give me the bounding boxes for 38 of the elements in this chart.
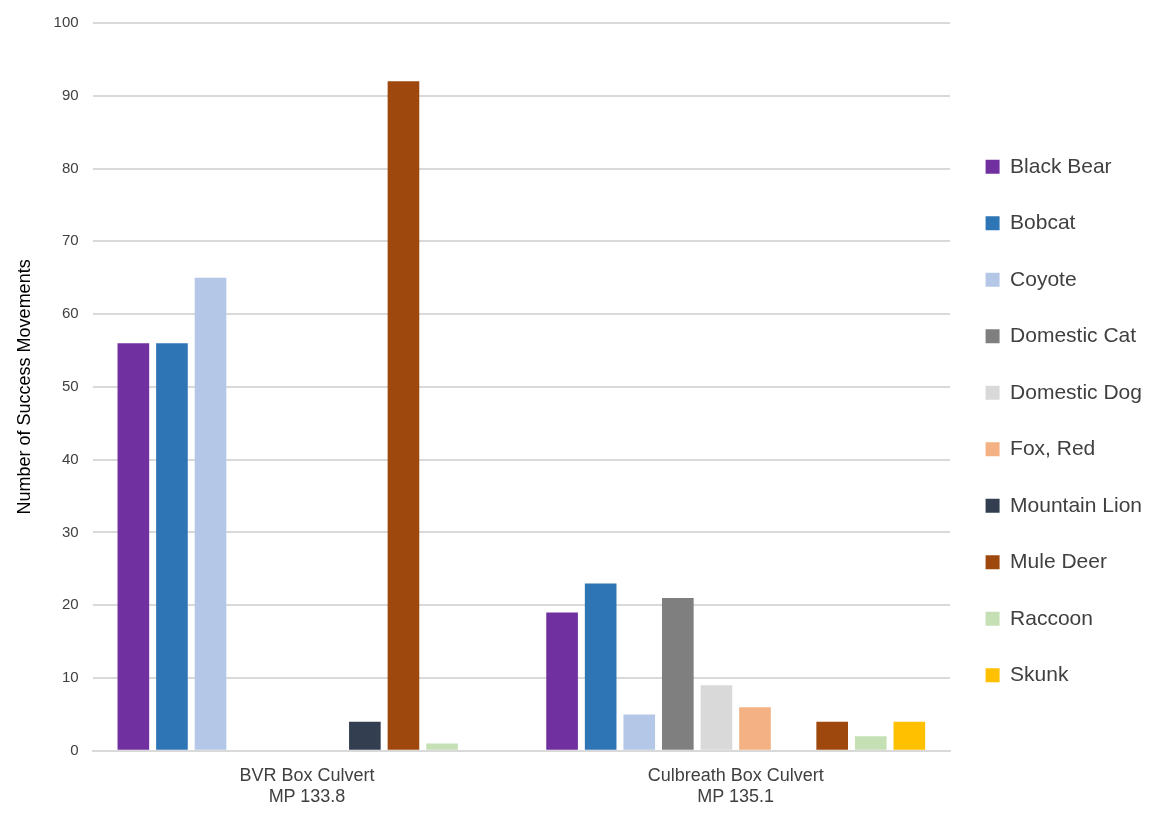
bar: [387, 81, 420, 750]
bar: [194, 277, 227, 750]
bar: [623, 714, 656, 750]
bar: [117, 343, 150, 750]
legend-label: Mule Deer: [1010, 549, 1107, 573]
legend-label: Black Bear: [1010, 153, 1112, 177]
legend-label: Raccoon: [1010, 605, 1093, 629]
x-tick-label: Culbreath Box Culvert MP 135.1: [647, 764, 824, 807]
bar: [893, 721, 926, 750]
y-tick-label: 50: [61, 377, 79, 395]
bar: [426, 743, 458, 750]
y-tick-label: 100: [53, 13, 79, 31]
y-tick-label: 0: [70, 740, 79, 758]
y-tick-label: 20: [61, 595, 79, 613]
legend-label: Domestic Cat: [1010, 323, 1137, 347]
y-tick-label: 40: [61, 449, 79, 467]
y-tick-label: 30: [61, 522, 79, 540]
y-tick-label: 10: [61, 668, 79, 686]
y-tick-label: 60: [61, 304, 79, 322]
legend-label: Coyote: [1010, 266, 1077, 290]
legend-label: Fox, Red: [1010, 436, 1096, 460]
legend-label: Domestic Dog: [1010, 379, 1142, 403]
bar: [156, 343, 188, 750]
bar: [546, 612, 578, 750]
bar: [349, 721, 381, 750]
bar: [584, 583, 617, 750]
legend-label: Mountain Lion: [1010, 492, 1143, 516]
legend-label: Skunk: [1010, 662, 1069, 686]
bar: [662, 597, 694, 750]
y-tick-label: 90: [61, 85, 79, 103]
bar: [816, 721, 848, 750]
y-tick-label: 70: [61, 231, 79, 249]
bar: [854, 736, 887, 750]
y-axis-title: Number of Success Movements: [13, 259, 34, 515]
bar: [739, 707, 771, 750]
x-tick-label: BVR Box Culvert MP 133.8: [239, 764, 375, 807]
legend-label: Bobcat: [1010, 210, 1076, 234]
y-tick-label: 80: [61, 158, 79, 176]
